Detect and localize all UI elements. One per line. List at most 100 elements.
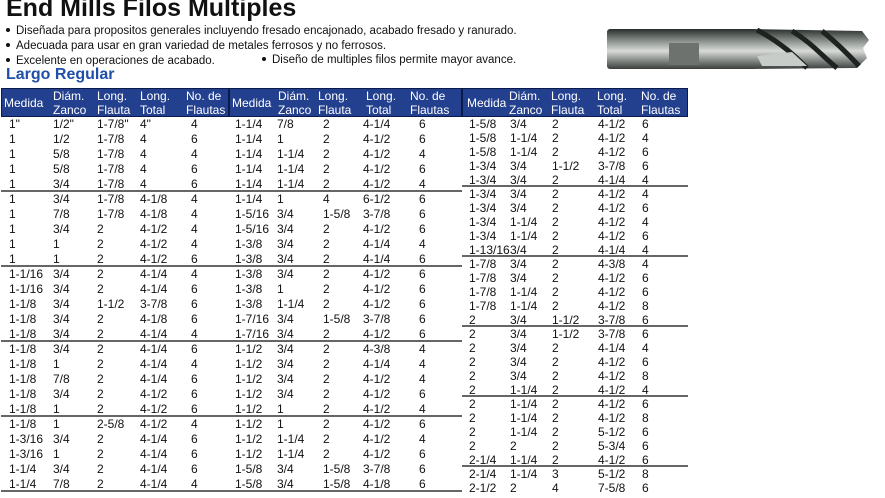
cell-total: 4-1/2 <box>363 267 391 281</box>
table-row: 1-1/2 3/4 2 4-1/2 6 <box>229 387 462 402</box>
cell-total: 3-7/8 <box>140 297 168 311</box>
cell-medida: 1-7/8 <box>469 257 497 271</box>
cell-zanco: 3/4 <box>277 327 294 341</box>
table-row: 2-1/4 1-1/4 3 5-1/2 8 <box>462 467 688 481</box>
cell-zanco: 7/8 <box>53 477 70 491</box>
cell-medida: 2-1/2 <box>469 481 497 495</box>
cell-zanco: 7/8 <box>53 207 70 221</box>
cell-medida: 2 <box>469 355 476 369</box>
cell-flautas: 6 <box>642 145 649 159</box>
table-row: 1-1/2 1-1/4 2 4-1/2 6 <box>229 447 462 462</box>
cell-flautas: 6 <box>191 387 198 401</box>
cell-zanco: 1-1/4 <box>277 162 305 176</box>
table-row: 1-3/4 3/4 2 4-1/2 6 <box>462 201 688 215</box>
cell-flauta: 2 <box>323 222 330 236</box>
cell-total: 4-1/4 <box>140 372 168 386</box>
cell-flauta: 2 <box>97 327 104 341</box>
cell-total: 4-1/2 <box>363 372 391 386</box>
cell-flautas: 6 <box>419 447 426 461</box>
cell-flauta: 4 <box>552 481 559 495</box>
column-header-total: Total <box>366 103 392 117</box>
cell-zanco: 1-1/4 <box>510 467 538 481</box>
cell-flautas: 6 <box>191 447 198 461</box>
cell-total: 4-1/2 <box>363 177 391 191</box>
table-row: 1-1/16 3/4 2 4-1/4 4 <box>1 267 229 282</box>
bullet-icon <box>6 27 10 32</box>
cell-flauta: 2 <box>552 439 559 453</box>
cell-medida: 2 <box>469 313 476 327</box>
cell-medida: 2-1/4 <box>469 467 497 481</box>
table-row: 1-1/8 7/8 2 4-1/4 6 <box>1 372 229 387</box>
cell-total: 4-1/4 <box>363 117 391 131</box>
cell-total: 4 <box>140 162 147 176</box>
cell-total: 4-1/2 <box>598 383 626 397</box>
column-header-zanco: Zanco <box>509 103 543 117</box>
cell-flautas: 4 <box>419 432 426 446</box>
cell-flauta: 2 <box>552 369 559 383</box>
cell-total: 4-1/2 <box>363 447 391 461</box>
cell-total: 4-1/2 <box>598 355 626 369</box>
cell-total: 5-1/2 <box>598 467 626 481</box>
cell-zanco: 1-1/4 <box>510 425 538 439</box>
spec-table-2: Medida Diám. Zanco Long. Flauta Long. Total No.… <box>229 88 462 492</box>
cell-zanco: 1 <box>277 417 284 431</box>
cell-flautas: 4 <box>642 341 649 355</box>
table-row: 1-5/8 3/4 1-5/8 4-1/8 6 <box>229 477 462 492</box>
table-row: 1-3/4 1-1/4 2 4-1/2 6 <box>462 229 688 243</box>
cell-medida: 1-3/8 <box>235 267 263 281</box>
cell-flauta: 2 <box>323 177 330 191</box>
cell-flauta: 1-7/8 <box>97 207 125 221</box>
cell-medida: 1-1/8 <box>9 402 37 416</box>
cell-total: 4-1/4 <box>140 432 168 446</box>
table-row: 2 1-1/4 2 4-1/2 8 <box>462 411 688 425</box>
cell-total: 4-1/4 <box>140 477 168 491</box>
cell-flauta: 2 <box>323 282 330 296</box>
feature-text: Diseño de multiples filos permite mayor … <box>272 54 517 66</box>
cell-flauta: 2 <box>323 447 330 461</box>
cell-flauta: 2 <box>97 252 104 266</box>
table-row: 1 7/8 1-7/8 4-1/8 4 <box>1 207 229 222</box>
cell-zanco: 5/8 <box>53 162 70 176</box>
column-header-flautas: No. de <box>186 89 222 103</box>
cell-total: 4-1/2 <box>598 215 626 229</box>
cell-total: 4-1/8 <box>363 477 391 491</box>
cell-total: 4-1/2 <box>598 397 626 411</box>
cell-flauta: 1-5/8 <box>323 477 351 491</box>
cell-flauta: 2 <box>97 342 104 356</box>
cell-flautas: 6 <box>191 132 198 146</box>
column-header-total: Long. <box>140 89 171 103</box>
cell-medida: 1-3/4 <box>469 215 497 229</box>
cell-flautas: 6 <box>642 313 649 327</box>
cell-zanco: 3/4 <box>510 173 527 187</box>
cell-medida: 1-1/4 <box>235 192 263 206</box>
table-row: 1-3/8 3/4 2 4-1/4 6 <box>229 252 462 267</box>
cell-flauta: 1-7/8" <box>97 117 129 131</box>
cell-medida: 1 <box>9 192 16 206</box>
cell-flautas: 6 <box>419 282 426 296</box>
cell-total: 4 <box>140 132 147 146</box>
table-row: 1-3/8 3/4 2 4-1/4 4 <box>229 237 462 252</box>
cell-zanco: 1 <box>277 282 284 296</box>
cell-flauta: 1-7/8 <box>97 132 125 146</box>
cell-flauta: 2 <box>97 372 104 386</box>
cell-zanco: 1 <box>53 357 60 371</box>
cell-zanco: 1 <box>53 237 60 251</box>
cell-zanco: 3/4 <box>510 117 527 131</box>
table-row: 1-1/16 3/4 2 4-1/4 6 <box>1 282 229 297</box>
table-row: 1-3/4 3/4 2 4-1/4 4 <box>462 173 688 187</box>
cell-flauta: 2 <box>552 145 559 159</box>
cell-flautas: 4 <box>642 173 649 187</box>
cell-medida: 1-1/4 <box>235 147 263 161</box>
cell-flauta: 2 <box>97 477 104 491</box>
cell-flautas: 6 <box>642 159 649 173</box>
cell-total: 4-1/2 <box>140 252 168 266</box>
table-row: 1-7/16 3/4 1-5/8 3-7/8 6 <box>229 312 462 327</box>
column-header-flautas: No. de <box>410 89 446 103</box>
cell-zanco: 7/8 <box>53 372 70 386</box>
cell-zanco: 1-1/4 <box>277 447 305 461</box>
cell-medida: 1 <box>9 132 16 146</box>
cell-total: 4-1/2 <box>363 402 391 416</box>
cell-total: 4-1/4 <box>140 267 168 281</box>
cell-flautas: 4 <box>642 257 649 271</box>
cell-zanco: 1-1/4 <box>510 215 538 229</box>
